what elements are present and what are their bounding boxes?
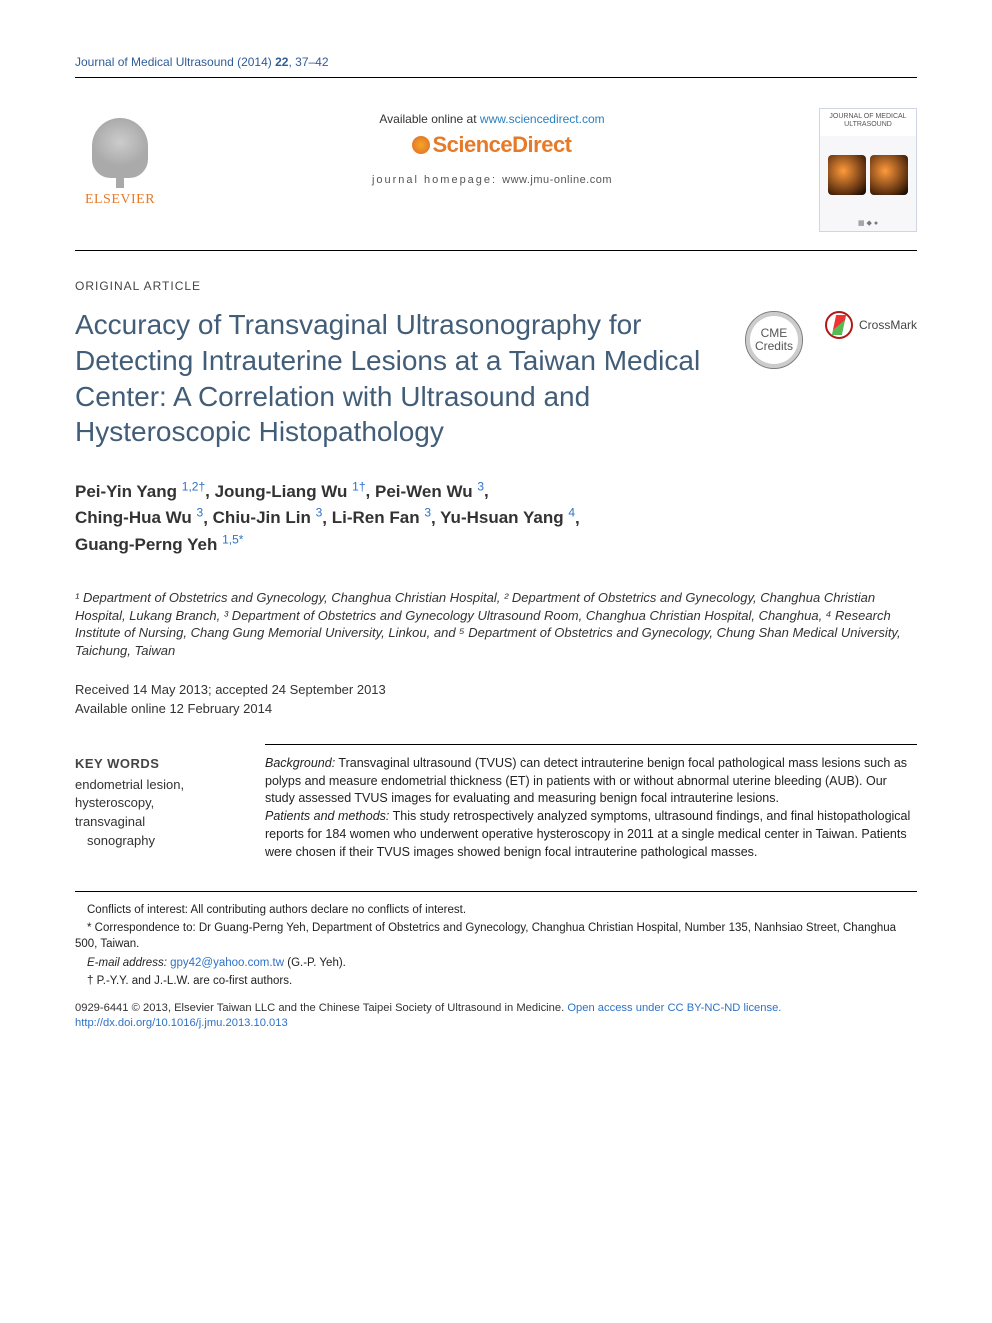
footnote-email: E-mail address: gpy42@yahoo.com.tw (G.-P… [75, 955, 917, 971]
keywords-head: KEY WORDS [75, 755, 241, 774]
dates-online: Available online 12 February 2014 [75, 700, 917, 718]
footnote-correspondence: * Correspondence to: Dr Guang-Perng Yeh,… [75, 920, 917, 952]
abstract-background: Background: Transvaginal ultrasound (TVU… [265, 755, 917, 808]
keyword: transvaginal [75, 813, 241, 832]
author: Guang-Perng Yeh 1,5* [75, 535, 243, 554]
issn: 0929-6441 [75, 1002, 132, 1014]
author: Pei-Wen Wu 3 [375, 482, 484, 501]
abstract: Background: Transvaginal ultrasound (TVU… [265, 755, 917, 862]
abstract-methods: Patients and methods: This study retrosp… [265, 808, 917, 861]
author: Joung-Liang Wu 1† [215, 482, 366, 501]
running-head: Journal of Medical Ultrasound (2014) 22,… [75, 55, 917, 69]
footnote-cofirst: † P.-Y.Y. and J.-L.W. are co-first autho… [75, 973, 917, 989]
article-title: Accuracy of Transvaginal Ultrasonography… [75, 307, 745, 450]
journal-header-box: ELSEVIER Available online at www.science… [75, 96, 917, 251]
title-row: Accuracy of Transvaginal Ultrasonography… [75, 307, 917, 450]
pages: , 37–42 [288, 55, 328, 69]
journal-homepage-url[interactable]: www.jmu-online.com [502, 174, 612, 186]
crossmark-label: CrossMark [859, 318, 917, 332]
author-email[interactable]: gpy42@yahoo.com.tw [170, 957, 284, 969]
cover-title: JOURNAL OF MEDICAL ULTRASOUND [820, 109, 916, 128]
volume-bold: 22 [275, 55, 288, 69]
sd-flare-icon [412, 136, 430, 154]
footnote-rule [75, 891, 917, 892]
copyright-block: 0929-6441 © 2013, Elsevier Taiwan LLC an… [75, 1001, 917, 1032]
keywords: KEY WORDS endometrial lesion, hysterosco… [75, 755, 265, 862]
open-access: Open access under CC BY-NC-ND license. [567, 1002, 781, 1014]
cover-footer: ▦ ◆ ● [820, 219, 916, 227]
section-label: ORIGINAL ARTICLE [75, 279, 917, 293]
license-link[interactable]: CC BY-NC-ND license. [667, 1002, 781, 1014]
cover-imgs [828, 155, 908, 195]
keyword-abstract-block: KEY WORDS endometrial lesion, hysterosco… [75, 744, 917, 862]
author: Chiu-Jin Lin 3 [213, 508, 323, 527]
keyword: sonography [75, 832, 241, 851]
abstract-top-rule [265, 744, 917, 745]
keyword: hysteroscopy, [75, 794, 241, 813]
cme-credits-badge[interactable]: CME Credits [745, 311, 803, 369]
author: Ching-Hua Wu 3 [75, 508, 203, 527]
sciencedirect-url[interactable]: www.sciencedirect.com [480, 112, 605, 126]
footnote-coi: Conflicts of interest: All contributing … [75, 902, 917, 918]
journal-homepage: journal homepage: www.jmu-online.com [185, 174, 799, 186]
journal-link[interactable]: Journal of Medical Ultrasound (2014) [75, 55, 272, 69]
elsevier-tree-icon [92, 118, 148, 178]
affiliations: ¹ Department of Obstetrics and Gynecolog… [75, 589, 917, 659]
crossmark-badge[interactable]: CrossMark [825, 311, 917, 339]
footnotes: Conflicts of interest: All contributing … [75, 902, 917, 988]
dates-received: Received 14 May 2013; accepted 24 Septem… [75, 681, 917, 699]
sciencedirect-logo: ScienceDirect [185, 132, 799, 158]
author: Li-Ren Fan 3 [332, 508, 431, 527]
center-block: Available online at www.sciencedirect.co… [165, 108, 819, 186]
author: Pei-Yin Yang 1,2† [75, 482, 205, 501]
crossmark-icon [825, 311, 853, 339]
author-list: Pei-Yin Yang 1,2†, Joung-Liang Wu 1†, Pe… [75, 478, 917, 557]
copyright-text: © 2013, Elsevier Taiwan LLC and the Chin… [132, 1002, 568, 1014]
page: Journal of Medical Ultrasound (2014) 22,… [0, 0, 992, 1082]
doi-link[interactable]: http://dx.doi.org/10.1016/j.jmu.2013.10.… [75, 1017, 288, 1029]
journal-cover-thumb: JOURNAL OF MEDICAL ULTRASOUND ▦ ◆ ● [819, 108, 917, 232]
publisher-name: ELSEVIER [85, 192, 155, 208]
author: Yu-Hsuan Yang 4 [440, 508, 575, 527]
rule [75, 77, 917, 78]
article-dates: Received 14 May 2013; accepted 24 Septem… [75, 681, 917, 717]
badges: CME Credits CrossMark [745, 311, 917, 369]
elsevier-logo: ELSEVIER [75, 108, 165, 208]
keyword: endometrial lesion, [75, 776, 241, 795]
available-online: Available online at www.sciencedirect.co… [185, 112, 799, 126]
